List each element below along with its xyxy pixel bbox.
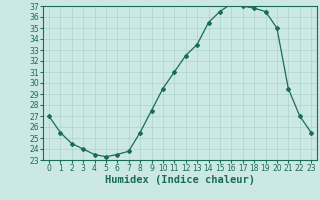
X-axis label: Humidex (Indice chaleur): Humidex (Indice chaleur) <box>105 175 255 185</box>
